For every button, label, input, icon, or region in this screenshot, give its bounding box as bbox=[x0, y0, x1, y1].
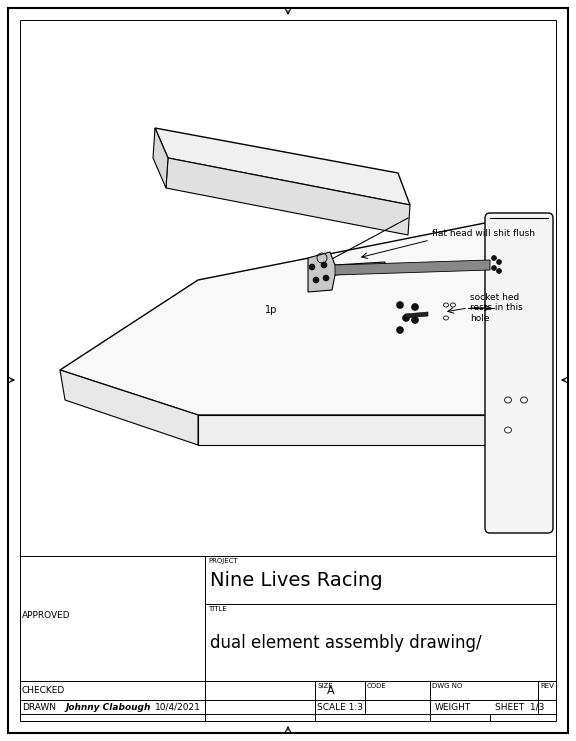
Circle shape bbox=[491, 256, 497, 261]
Text: CODE: CODE bbox=[367, 683, 386, 689]
Text: DRAWN: DRAWN bbox=[22, 702, 56, 711]
Text: TITLE: TITLE bbox=[208, 606, 227, 612]
Circle shape bbox=[497, 259, 502, 265]
Text: SHEET  1/3: SHEET 1/3 bbox=[495, 702, 544, 711]
Text: REV: REV bbox=[540, 683, 554, 689]
Text: 10/4/2021: 10/4/2021 bbox=[155, 702, 201, 711]
Text: WEIGHT: WEIGHT bbox=[435, 702, 471, 711]
Circle shape bbox=[321, 262, 327, 268]
Circle shape bbox=[323, 275, 329, 281]
Polygon shape bbox=[60, 370, 198, 445]
Circle shape bbox=[313, 277, 319, 283]
Text: Johnny Clabough: Johnny Clabough bbox=[65, 702, 150, 711]
Circle shape bbox=[403, 314, 410, 322]
Circle shape bbox=[309, 264, 315, 270]
Text: Nine Lives Racing: Nine Lives Racing bbox=[210, 571, 382, 590]
Circle shape bbox=[411, 316, 419, 324]
Polygon shape bbox=[166, 158, 410, 235]
Text: socket hed
rests in this
hole: socket hed rests in this hole bbox=[470, 293, 523, 323]
Text: APPROVED: APPROVED bbox=[22, 611, 71, 620]
Circle shape bbox=[396, 302, 404, 308]
Polygon shape bbox=[405, 312, 428, 318]
Circle shape bbox=[497, 268, 502, 273]
Text: DWG NO: DWG NO bbox=[432, 683, 463, 689]
Polygon shape bbox=[155, 128, 410, 205]
Polygon shape bbox=[60, 222, 524, 415]
Polygon shape bbox=[198, 415, 524, 445]
Polygon shape bbox=[308, 252, 385, 292]
Text: flat head will shit flush: flat head will shit flush bbox=[432, 229, 535, 238]
Text: SCALE 1:3: SCALE 1:3 bbox=[317, 702, 363, 711]
Circle shape bbox=[411, 304, 419, 310]
Polygon shape bbox=[335, 260, 490, 275]
Text: PROJECT: PROJECT bbox=[208, 558, 238, 564]
Text: CHECKED: CHECKED bbox=[22, 686, 65, 695]
Polygon shape bbox=[153, 128, 168, 188]
Circle shape bbox=[491, 265, 497, 270]
Text: dual element assembly drawing/: dual element assembly drawing/ bbox=[210, 634, 482, 651]
Text: 1p: 1p bbox=[265, 305, 278, 315]
Text: SIZE: SIZE bbox=[317, 683, 332, 689]
Text: A: A bbox=[327, 685, 335, 696]
Circle shape bbox=[396, 327, 404, 333]
FancyBboxPatch shape bbox=[485, 213, 553, 533]
